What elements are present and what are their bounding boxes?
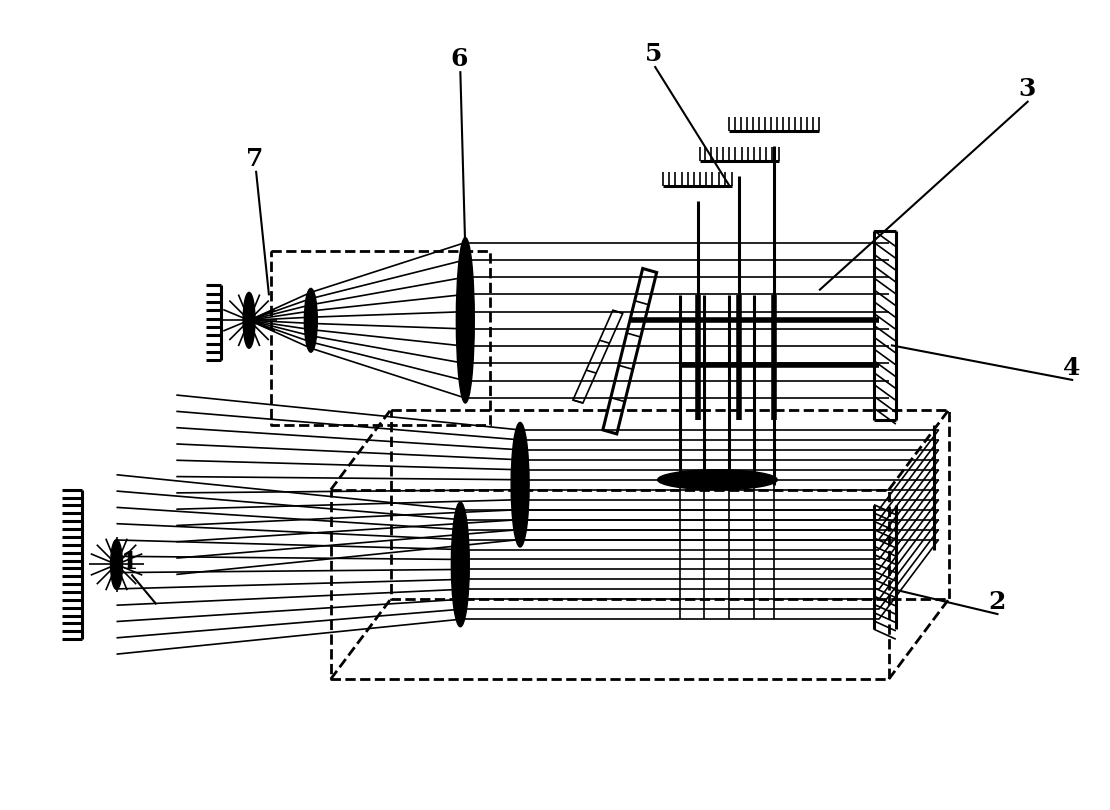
Ellipse shape [452,502,470,627]
Ellipse shape [304,288,317,352]
Text: 6: 6 [451,47,467,71]
Ellipse shape [657,470,777,490]
Text: 3: 3 [1018,77,1036,101]
Text: 5: 5 [645,42,662,66]
Ellipse shape [511,423,529,547]
Text: 7: 7 [246,147,263,171]
Ellipse shape [111,539,122,590]
Ellipse shape [456,237,474,403]
Ellipse shape [243,292,255,348]
Text: 2: 2 [989,590,1006,614]
Text: 1: 1 [121,551,139,574]
Text: 4: 4 [1063,356,1081,380]
